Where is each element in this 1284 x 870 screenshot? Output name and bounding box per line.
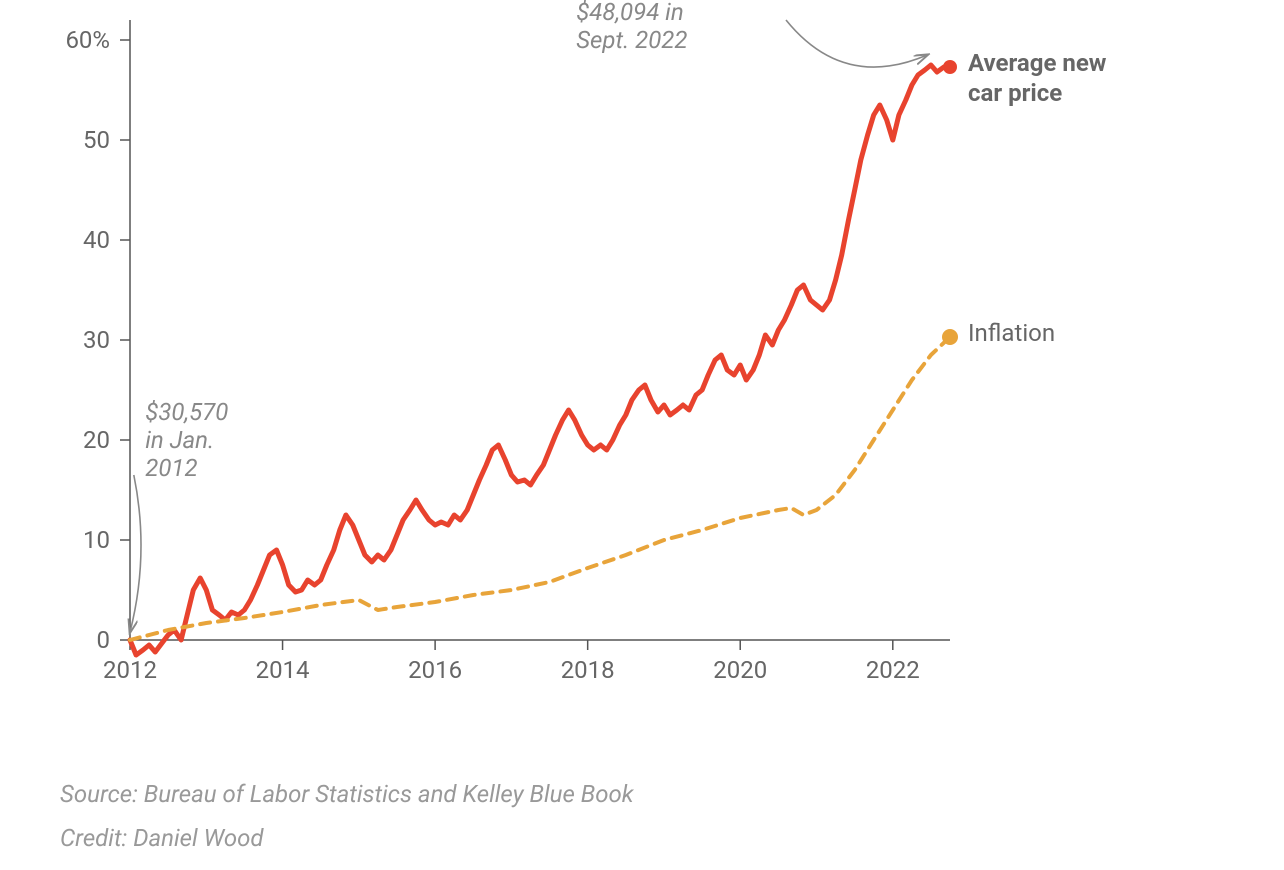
y-tick-label: 60%	[65, 26, 110, 54]
series-label-inflation: Inflation	[968, 319, 1055, 347]
x-tick-label: 2016	[408, 656, 462, 684]
y-tick-label: 30	[83, 326, 110, 354]
source-text: Source: Bureau of Labor Statistics and K…	[60, 780, 634, 808]
x-tick-label: 2020	[713, 656, 767, 684]
series-label-car_price: car price	[968, 79, 1062, 107]
series-inflation-end-marker	[942, 329, 958, 345]
annotation-end: $48,094 in	[576, 0, 683, 26]
x-tick-label: 2014	[256, 656, 310, 684]
x-tick-label: 2018	[561, 656, 615, 684]
annotation-start: in Jan.	[145, 426, 214, 454]
y-tick-label: 50	[83, 126, 110, 154]
line-chart: 0 10 20 30 40 50 60% 2012 2014 2016 2018 2020 2022 Av…	[0, 0, 1284, 740]
series-car_price-end-marker	[943, 60, 957, 74]
y-tick-label: 0	[97, 626, 111, 654]
x-tick-label: 2022	[866, 656, 920, 684]
annotation-start: 2012	[145, 454, 197, 482]
y-tick-label: 40	[83, 226, 110, 254]
x-tick-label: 2012	[103, 656, 157, 684]
annotation-end: Sept. 2022	[576, 26, 687, 54]
annotation-arrow-end	[786, 20, 927, 67]
series-car_price	[130, 65, 950, 655]
y-tick-label: 10	[83, 526, 110, 554]
credit-text: Credit: Daniel Wood	[60, 824, 264, 852]
annotation-arrow-start	[130, 475, 141, 632]
chart-container: 0 10 20 30 40 50 60% 2012 2014 2016 2018 2020 2022 Av…	[0, 0, 1284, 870]
series-label-car_price: Average new	[968, 49, 1107, 77]
annotation-start: $30,570	[145, 398, 228, 426]
y-tick-label: 20	[83, 426, 110, 454]
